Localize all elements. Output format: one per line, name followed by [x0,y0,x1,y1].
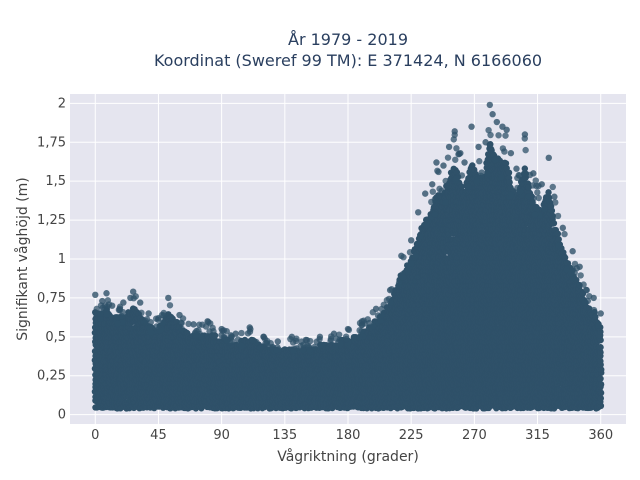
scatter-points [91,101,605,412]
chart-subtitle: Koordinat (Sweref 99 TM): E 371424, N 61… [154,51,542,70]
chart-title: År 1979 - 2019 [288,30,408,49]
